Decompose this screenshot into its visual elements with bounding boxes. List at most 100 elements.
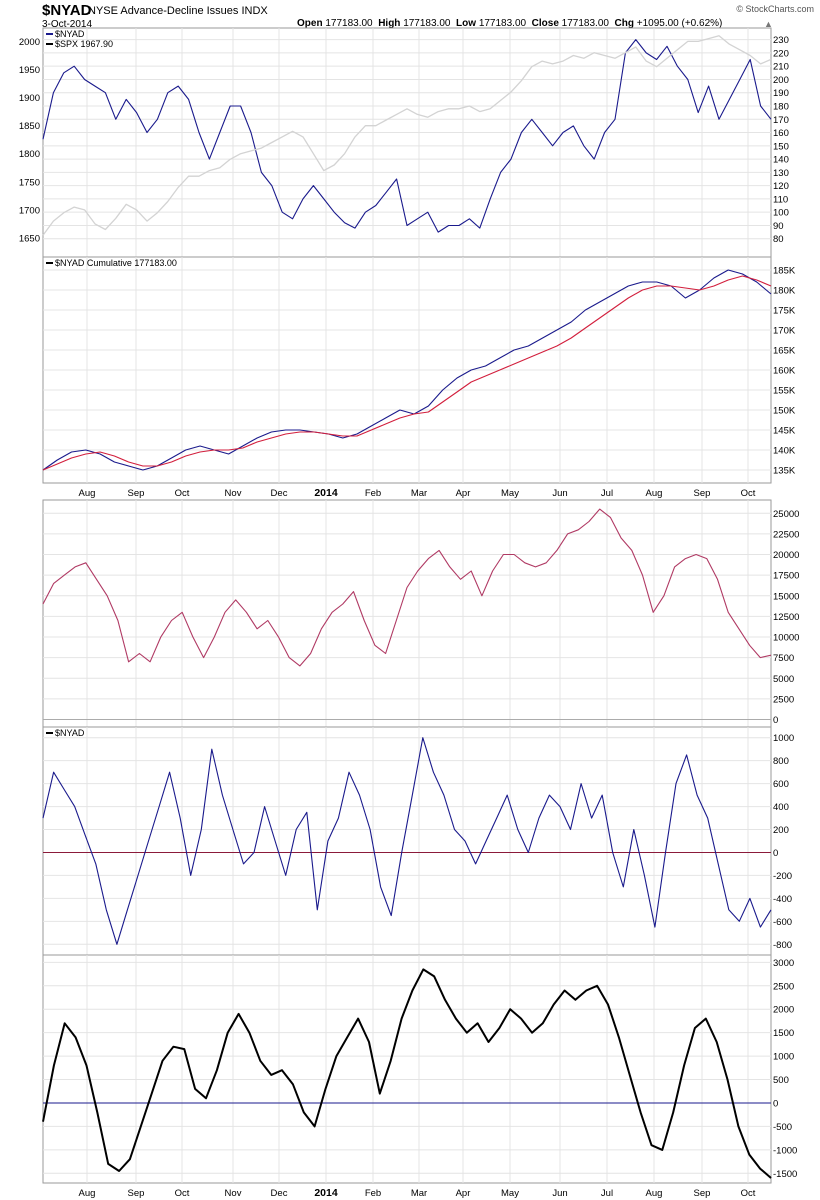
x-axis-label-top: Apr — [456, 488, 471, 499]
nyad_daily-right-tick-label: 600 — [773, 779, 789, 790]
x-axis-label-top: 2014 — [314, 487, 338, 499]
cumulative-right-tick-label: 145K — [773, 426, 796, 437]
oscillator-right-tick-label: 12500 — [773, 612, 799, 623]
open-value: 177183.00 — [325, 18, 373, 29]
x-axis-label-top: Sep — [128, 488, 145, 499]
price-left-tick-label: 1650 — [19, 233, 40, 244]
price-right-tick-label: 80 — [773, 234, 784, 245]
momentum-right-tick-label: 2000 — [773, 1005, 794, 1016]
x-axis-label-top: Nov — [225, 488, 242, 499]
chart-date: 3-Oct-2014 — [42, 19, 93, 30]
x-axis-label-bottom: Aug — [646, 1188, 663, 1199]
price-right-tick-label: 160 — [773, 128, 789, 139]
price-right-tick-label: 190 — [773, 88, 789, 99]
price-right-tick-label: 90 — [773, 221, 784, 232]
momentum-right-tick-label: -1000 — [773, 1145, 797, 1156]
x-axis-label-top: Jul — [601, 488, 613, 499]
price-right-tick-label: 110 — [773, 194, 788, 205]
cumulative-right-tick-label: 135K — [773, 466, 796, 477]
price-right-tick-label: 150 — [773, 141, 789, 152]
nyad_daily-right-tick-label: -600 — [773, 917, 792, 928]
ohlc-stats: Open 177183.00 High 177183.00 Low 177183… — [297, 18, 722, 29]
cumulative-right-tick-label: 170K — [773, 326, 796, 337]
nyad_daily-right-tick-label: 1000 — [773, 733, 794, 744]
momentum-right-tick-label: 500 — [773, 1075, 789, 1086]
nyad_daily-right-tick-label: -800 — [773, 940, 792, 951]
nyad_daily-legend-label: $NYAD — [55, 728, 85, 738]
momentum-right-tick-label: -500 — [773, 1122, 792, 1133]
price-legend-label: $NYAD — [55, 29, 85, 39]
momentum-right-tick-label: 3000 — [773, 958, 794, 969]
nyad_daily-right-tick-label: 0 — [773, 848, 778, 859]
stockcharts-brand[interactable]: © StockCharts.com — [736, 4, 814, 14]
oscillator-panel-frame — [42, 499, 772, 728]
x-axis-label-bottom: Jul — [601, 1188, 613, 1199]
close-label: Close — [531, 18, 559, 29]
price-right-tick-label: 220 — [773, 48, 789, 59]
x-axis-label-top: Mar — [411, 488, 427, 499]
price-left-tick-label: 1750 — [19, 177, 40, 188]
nyad_daily-right-tick-label: 200 — [773, 825, 789, 836]
price-left-tick-label: 2000 — [19, 37, 40, 48]
x-axis-label-top: Sep — [694, 488, 711, 499]
high-value: 177183.00 — [403, 18, 451, 29]
x-axis-label-top: Dec — [271, 488, 288, 499]
oscillator-right-tick-label: 7500 — [773, 653, 794, 664]
cumulative-right-tick-label: 155K — [773, 386, 796, 397]
x-axis-label-bottom: Oct — [175, 1188, 190, 1199]
cumulative-right-tick-label: 165K — [773, 346, 796, 357]
oscillator-right-tick-label: 22500 — [773, 529, 799, 540]
x-axis-label-top: Feb — [365, 488, 381, 499]
high-label: High — [378, 18, 401, 29]
momentum-right-tick-label: 2500 — [773, 981, 794, 992]
x-axis-label-top: Jun — [552, 488, 567, 499]
price-right-tick-label: 140 — [773, 155, 789, 166]
open-label: Open — [297, 18, 323, 29]
oscillator-right-tick-label: 0 — [773, 715, 778, 726]
price-right-tick-label: 100 — [773, 208, 789, 219]
x-axis-label-bottom: Dec — [271, 1188, 288, 1199]
cumulative-right-tick-label: 185K — [773, 266, 796, 277]
oscillator-right-tick-label: 10000 — [773, 633, 799, 644]
cumulative-right-tick-label: 175K — [773, 306, 796, 317]
price-legend-label: $SPX 1967.90 — [55, 39, 113, 49]
oscillator-right-tick-label: 20000 — [773, 550, 799, 561]
x-axis-label-top: Oct — [741, 488, 756, 499]
oscillator-right-tick-label: 17500 — [773, 571, 799, 582]
cumulative-right-tick-label: 140K — [773, 446, 796, 457]
x-axis-label-bottom: Aug — [79, 1188, 96, 1199]
nyad_daily-right-tick-label: 400 — [773, 802, 789, 813]
x-axis-label-bottom: Jun — [552, 1188, 567, 1199]
collapse-arrow-icon[interactable]: ▲ — [764, 19, 773, 29]
price-right-tick-label: 120 — [773, 181, 789, 192]
oscillator-right-tick-label: 2500 — [773, 694, 794, 705]
x-axis-label-top: Aug — [79, 488, 96, 499]
price-left-tick-label: 1800 — [19, 149, 40, 160]
oscillator-right-tick-label: 15000 — [773, 591, 799, 602]
momentum-series-momentum — [42, 968, 772, 1179]
cumulative-legend-label: $NYAD Cumulative 177183.00 — [55, 258, 177, 268]
price-left-tick-label: 1850 — [19, 121, 40, 132]
chart-symbol: $NYAD — [42, 2, 92, 19]
oscillator-series-oscillator — [42, 508, 772, 667]
price-left-tick-label: 1700 — [19, 205, 40, 216]
x-axis-label-top: May — [501, 488, 519, 499]
price-left-tick-label: 1900 — [19, 93, 40, 104]
nyad_daily-right-tick-label: -400 — [773, 894, 792, 905]
price-right-tick-label: 230 — [773, 35, 789, 46]
price-right-tick-label: 210 — [773, 62, 789, 73]
x-axis-label-bottom: 2014 — [314, 1187, 338, 1199]
momentum-panel-frame — [42, 954, 772, 1184]
x-axis-label-bottom: Feb — [365, 1188, 381, 1199]
x-axis-label-top: Aug — [646, 488, 663, 499]
cumulative-right-tick-label: 160K — [773, 366, 796, 377]
momentum-right-tick-label: 1000 — [773, 1052, 794, 1063]
nyad_daily-right-tick-label: -200 — [773, 871, 792, 882]
price-left-tick-label: 1950 — [19, 65, 40, 76]
x-axis-label-bottom: Mar — [411, 1188, 427, 1199]
x-axis-label-bottom: Nov — [225, 1188, 242, 1199]
price-right-tick-label: 180 — [773, 102, 789, 113]
oscillator-right-tick-label: 25000 — [773, 509, 799, 520]
low-label: Low — [456, 18, 477, 29]
